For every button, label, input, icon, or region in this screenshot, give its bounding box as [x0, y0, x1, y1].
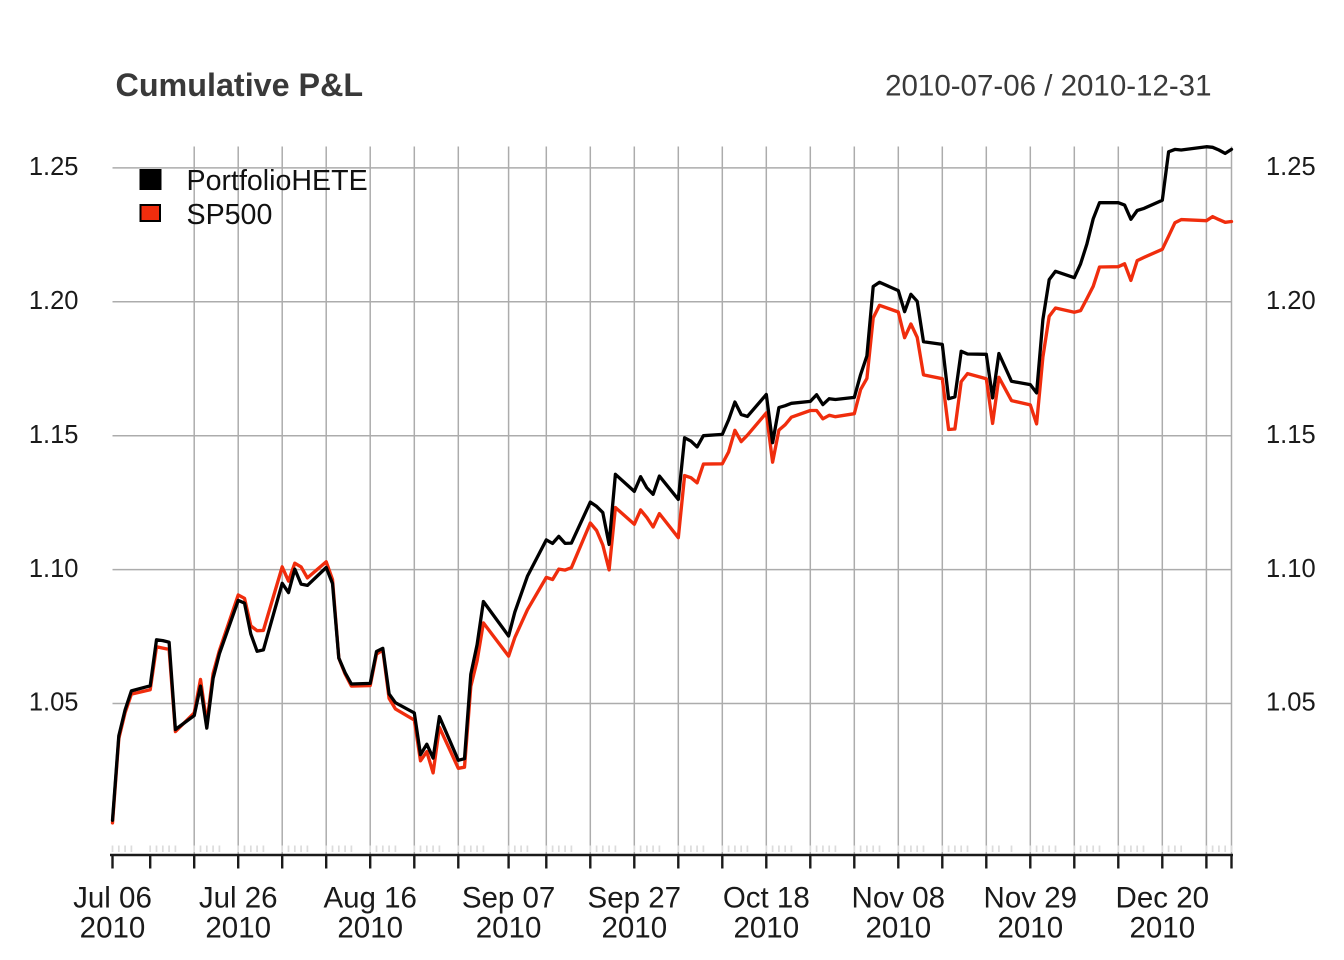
svg-text:SP500: SP500: [187, 199, 273, 231]
svg-text:2010: 2010: [997, 912, 1063, 945]
svg-text:2010: 2010: [601, 912, 667, 945]
svg-text:2010: 2010: [205, 912, 271, 945]
svg-text:1.05: 1.05: [29, 689, 79, 717]
svg-text:2010: 2010: [733, 912, 799, 945]
svg-text:2010-07-06 / 2010-12-31: 2010-07-06 / 2010-12-31: [885, 69, 1211, 102]
svg-text:1.15: 1.15: [29, 421, 79, 449]
svg-text:Nov 08: Nov 08: [852, 882, 945, 915]
svg-text:1.25: 1.25: [1266, 153, 1316, 181]
svg-text:PortfolioHETE: PortfolioHETE: [187, 165, 368, 197]
svg-text:1.20: 1.20: [29, 287, 79, 315]
svg-text:1.10: 1.10: [29, 555, 79, 583]
svg-text:Nov 29: Nov 29: [984, 882, 1077, 915]
svg-text:1.20: 1.20: [1266, 287, 1316, 315]
svg-text:2010: 2010: [80, 912, 146, 945]
svg-text:Dec 20: Dec 20: [1116, 882, 1209, 915]
svg-text:1.15: 1.15: [1266, 421, 1316, 449]
svg-text:Cumulative P&L: Cumulative P&L: [116, 67, 364, 103]
svg-text:Sep 27: Sep 27: [588, 882, 682, 915]
svg-text:Jul 26: Jul 26: [199, 882, 278, 915]
svg-text:Sep 07: Sep 07: [462, 882, 556, 915]
svg-text:2010: 2010: [865, 912, 931, 945]
svg-text:Jul 06: Jul 06: [73, 882, 152, 915]
svg-text:Aug 16: Aug 16: [323, 882, 417, 915]
svg-text:1.05: 1.05: [1266, 689, 1316, 717]
svg-text:Oct 18: Oct 18: [723, 882, 810, 915]
svg-text:2010: 2010: [1129, 912, 1195, 945]
svg-text:1.25: 1.25: [29, 153, 79, 181]
svg-text:2010: 2010: [337, 912, 403, 945]
svg-text:1.10: 1.10: [1266, 555, 1316, 583]
svg-text:2010: 2010: [476, 912, 542, 945]
